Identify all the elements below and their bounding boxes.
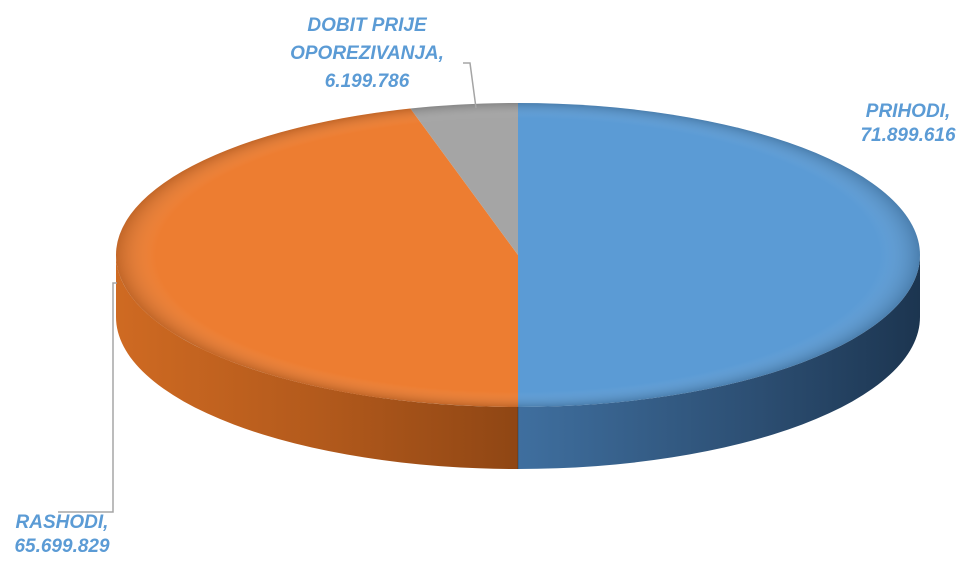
label-prihodi: PRIHODI, 71.899.616 (860, 101, 956, 146)
leader-rashodi (58, 282, 117, 513)
slice-side-rashodi (116, 255, 518, 469)
leader-dobit (463, 62, 477, 109)
pie-top-faces (116, 103, 920, 407)
pie-side-walls (116, 255, 920, 469)
slice-side-prihodi (518, 255, 920, 469)
label-rashodi: RASHODI, 65.699.829 (14, 512, 110, 557)
top-bevel (116, 103, 920, 407)
label-dobit: DOBIT PRIJE OPOREZIVANJA, 6.199.786 (290, 15, 444, 92)
data-labels: PRIHODI, 71.899.616 RASHODI, 65.699.829 DOBI… (14, 15, 956, 557)
label-leader-lines (58, 62, 477, 513)
